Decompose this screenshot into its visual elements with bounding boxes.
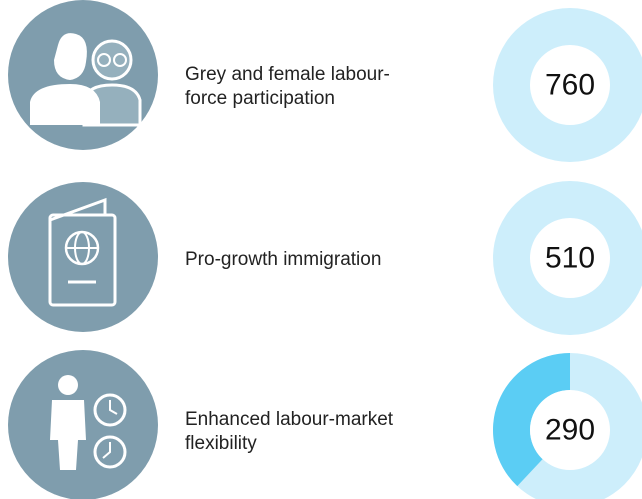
passport-icon [8, 182, 158, 332]
row-label: flexibility [185, 433, 257, 454]
people-icon [8, 0, 158, 150]
row-value: 290 [545, 414, 595, 447]
donut-segment [493, 353, 570, 487]
row-label: force participation [185, 88, 335, 109]
time-icon [8, 350, 158, 499]
row-label: Pro-growth immigration [185, 249, 381, 270]
row-label: Grey and female labour- [185, 64, 390, 85]
row-label: Enhanced labour-market [185, 409, 394, 430]
row-value: 760 [545, 69, 595, 102]
donut-hole [530, 45, 610, 125]
row-value: 510 [545, 242, 595, 275]
donut-hole [530, 390, 610, 470]
donut-hole [530, 218, 610, 298]
